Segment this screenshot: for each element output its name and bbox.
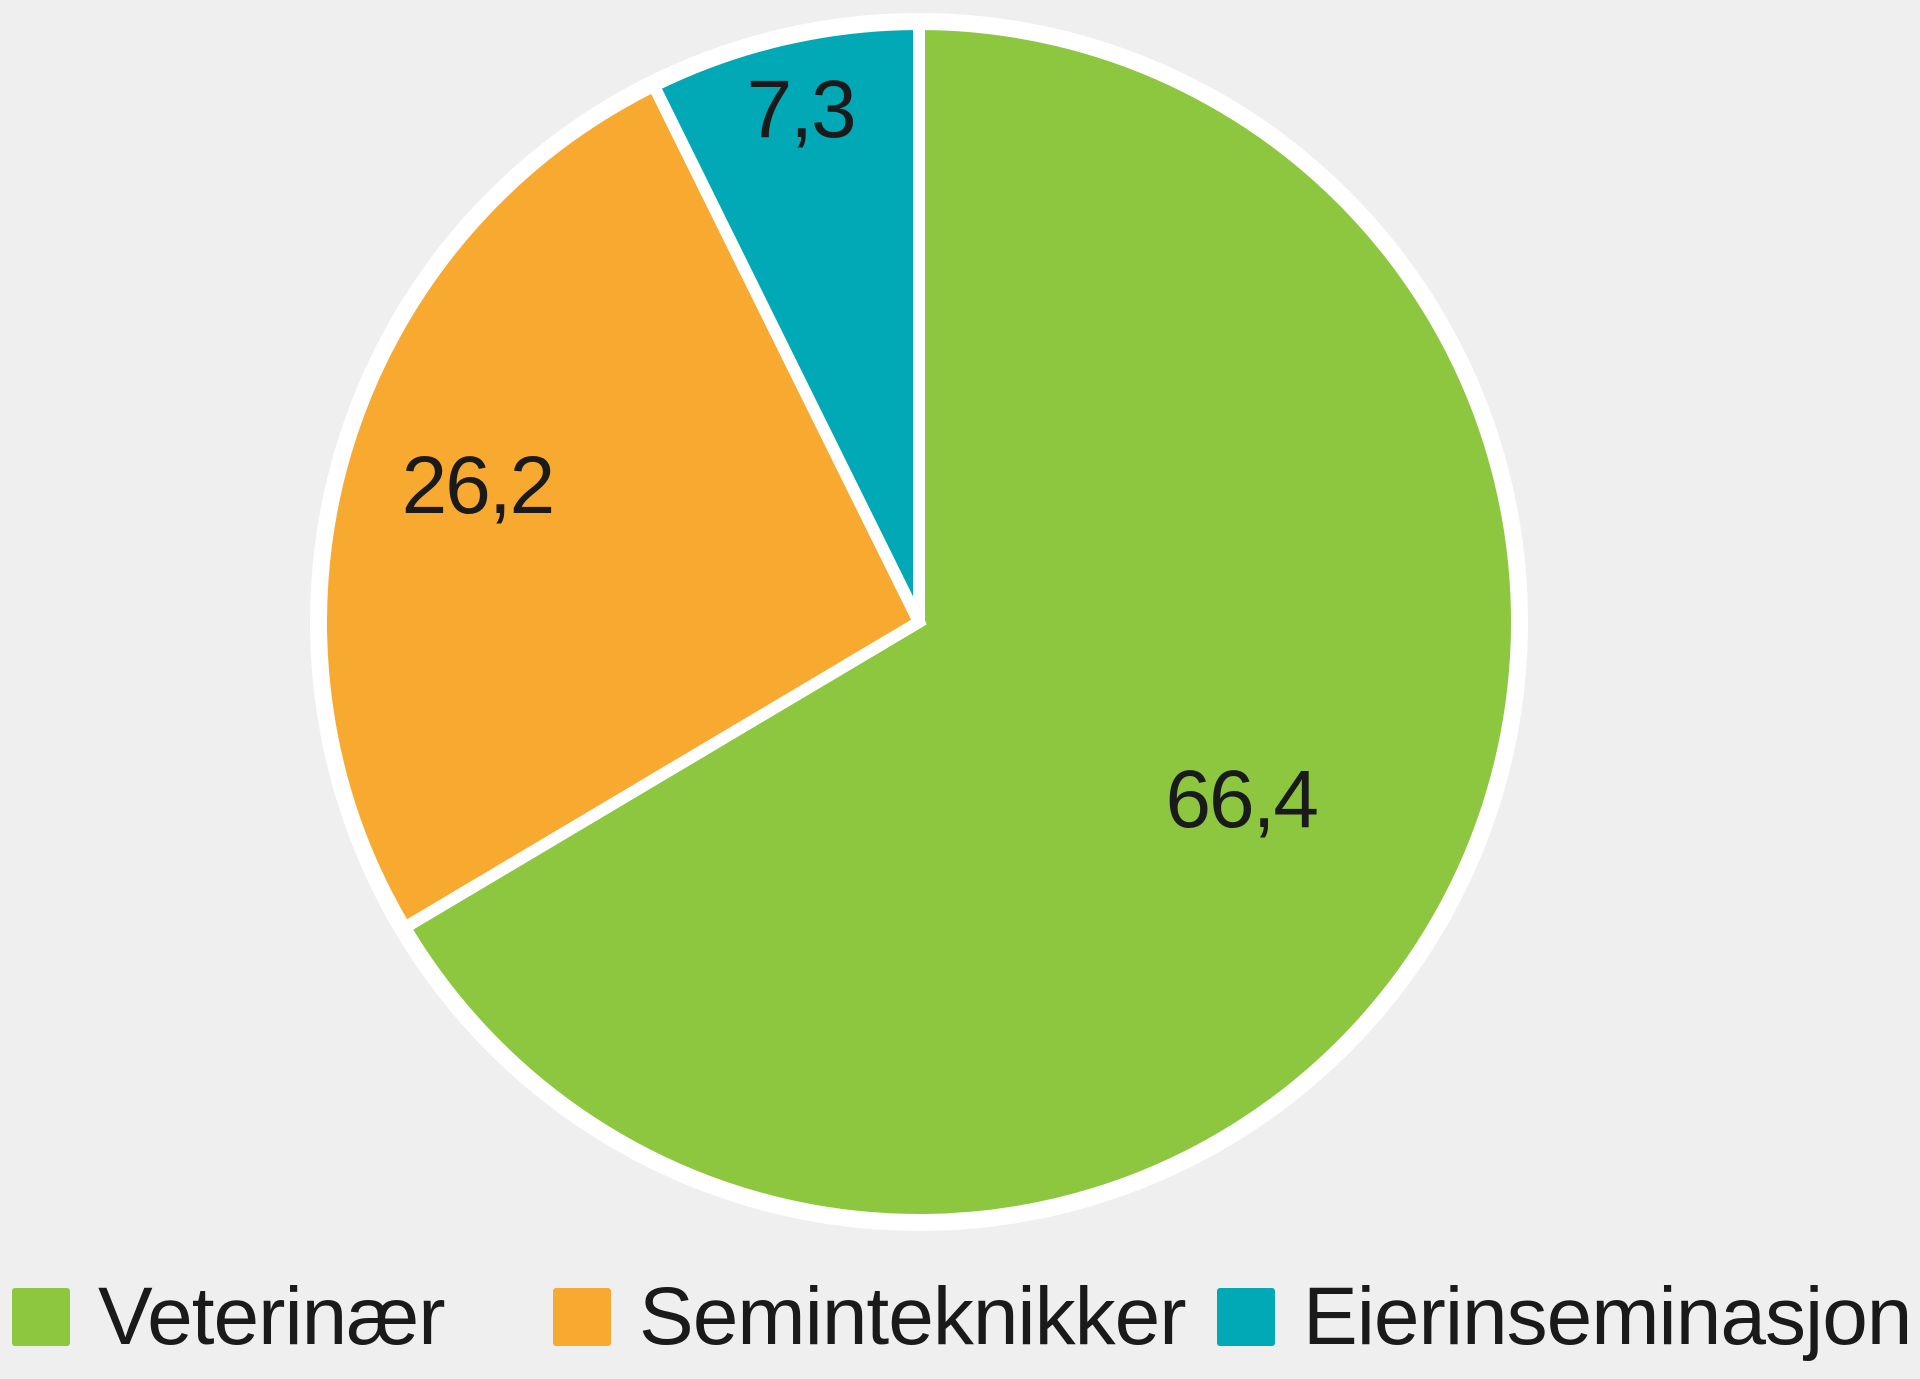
legend-item-seminteknikker: Seminteknikker bbox=[553, 1262, 1187, 1372]
pie-slice-seminteknikker bbox=[315, 77, 927, 936]
legend-swatch-veterinaer bbox=[12, 1288, 70, 1346]
legend-label-seminteknikker: Seminteknikker bbox=[639, 1271, 1187, 1362]
pie-slices bbox=[315, 17, 1523, 1226]
legend-item-veterinaer: Veterinær bbox=[12, 1262, 446, 1372]
legend-swatch-eierinseminasjon bbox=[1217, 1288, 1275, 1346]
slice-value-label-veterinaer: 66,4 bbox=[1165, 754, 1317, 845]
legend-label-veterinaer: Veterinær bbox=[98, 1271, 446, 1362]
legend-swatch-seminteknikker bbox=[553, 1288, 611, 1346]
pie-slice-eierinseminasjon bbox=[645, 17, 925, 625]
pie-slice-veterinaer bbox=[396, 17, 1523, 1226]
slice-value-label-seminteknikker: 26,2 bbox=[402, 440, 554, 531]
slice-value-label-eierinseminasjon: 7,3 bbox=[747, 64, 855, 155]
legend: Veterinær Seminteknikker Eierinseminasjo… bbox=[12, 1262, 1912, 1372]
legend-item-eierinseminasjon: Eierinseminasjon bbox=[1217, 1262, 1912, 1372]
pie-slice-labels: 66,4 26,2 7,3 bbox=[402, 64, 1320, 845]
legend-label-eierinseminasjon: Eierinseminasjon bbox=[1303, 1271, 1912, 1362]
